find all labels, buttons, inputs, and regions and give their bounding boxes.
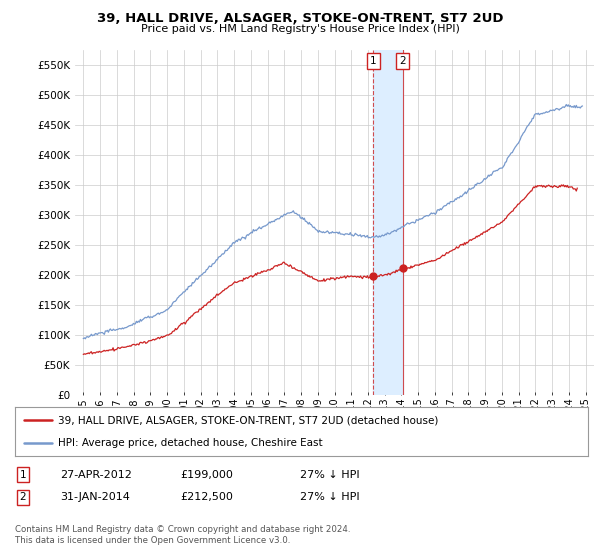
Text: 2: 2	[19, 492, 26, 502]
Text: £199,000: £199,000	[180, 470, 233, 480]
Text: £212,500: £212,500	[180, 492, 233, 502]
Bar	[373, 50, 403, 395]
Text: 39, HALL DRIVE, ALSAGER, STOKE-ON-TRENT, ST7 2UD (detached house): 39, HALL DRIVE, ALSAGER, STOKE-ON-TRENT,…	[58, 416, 439, 426]
Text: 31-JAN-2014: 31-JAN-2014	[60, 492, 130, 502]
Text: HPI: Average price, detached house, Cheshire East: HPI: Average price, detached house, Ches…	[58, 438, 323, 448]
Text: 1: 1	[370, 56, 377, 66]
Text: Price paid vs. HM Land Registry's House Price Index (HPI): Price paid vs. HM Land Registry's House …	[140, 24, 460, 34]
Text: 27% ↓ HPI: 27% ↓ HPI	[300, 470, 359, 480]
Text: 27-APR-2012: 27-APR-2012	[60, 470, 132, 480]
Text: 39, HALL DRIVE, ALSAGER, STOKE-ON-TRENT, ST7 2UD: 39, HALL DRIVE, ALSAGER, STOKE-ON-TRENT,…	[97, 12, 503, 25]
Text: Contains HM Land Registry data © Crown copyright and database right 2024.
This d: Contains HM Land Registry data © Crown c…	[15, 525, 350, 545]
Text: 2: 2	[400, 56, 406, 66]
Text: 27% ↓ HPI: 27% ↓ HPI	[300, 492, 359, 502]
Text: 1: 1	[19, 470, 26, 480]
